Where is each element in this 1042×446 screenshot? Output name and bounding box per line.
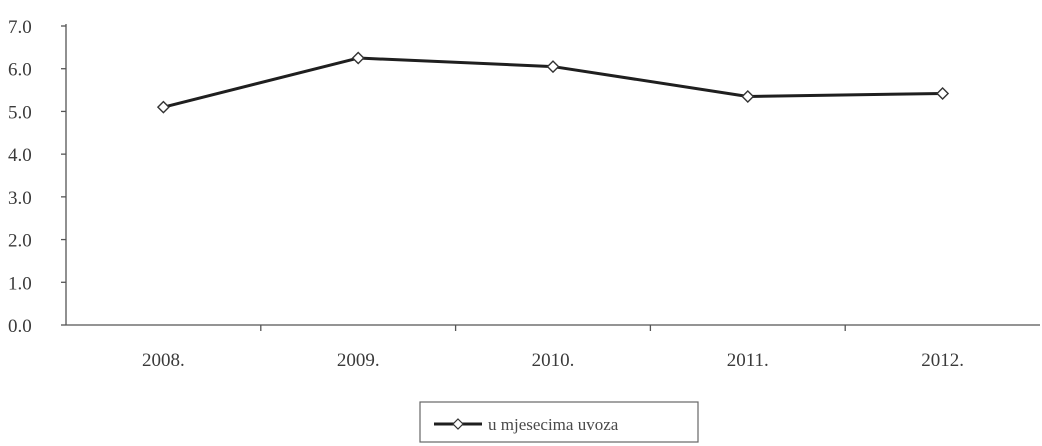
- y-tick-label: 1.0: [8, 273, 32, 294]
- y-tick-label: 2.0: [8, 231, 32, 252]
- data-point-marker: [351, 51, 365, 65]
- y-tick-label: 5.0: [8, 102, 32, 123]
- x-tick-label: 2009.: [337, 350, 380, 371]
- series-layer: [156, 51, 950, 114]
- legend: u mjesecima uvoza: [419, 401, 699, 443]
- data-point-marker: [741, 89, 755, 103]
- x-tick-label: 2010.: [532, 350, 575, 371]
- data-point-marker: [156, 100, 170, 114]
- y-axis-tick-labels: 0.0 1.0 2.0 3.0 4.0 5.0 6.0 7.0: [8, 17, 32, 337]
- y-tick-label: 0.0: [8, 316, 32, 337]
- x-tick-label: 2012.: [921, 350, 964, 371]
- x-axis-tick-labels: 2008. 2009. 2010. 2011. 2012.: [142, 350, 964, 371]
- y-tick-label: 3.0: [8, 188, 32, 209]
- y-tick-label: 6.0: [8, 60, 32, 81]
- y-tick-label: 7.0: [8, 17, 32, 38]
- legend-marker-swatch: [452, 418, 464, 430]
- legend-label: u mjesecima uvoza: [488, 415, 619, 434]
- y-tick-label: 4.0: [8, 145, 32, 166]
- data-point-marker: [546, 60, 560, 74]
- axes: [61, 24, 1040, 331]
- x-tick-label: 2011.: [727, 350, 769, 371]
- x-tick-label: 2008.: [142, 350, 185, 371]
- legend-box: [419, 401, 699, 443]
- data-point-marker: [936, 86, 950, 100]
